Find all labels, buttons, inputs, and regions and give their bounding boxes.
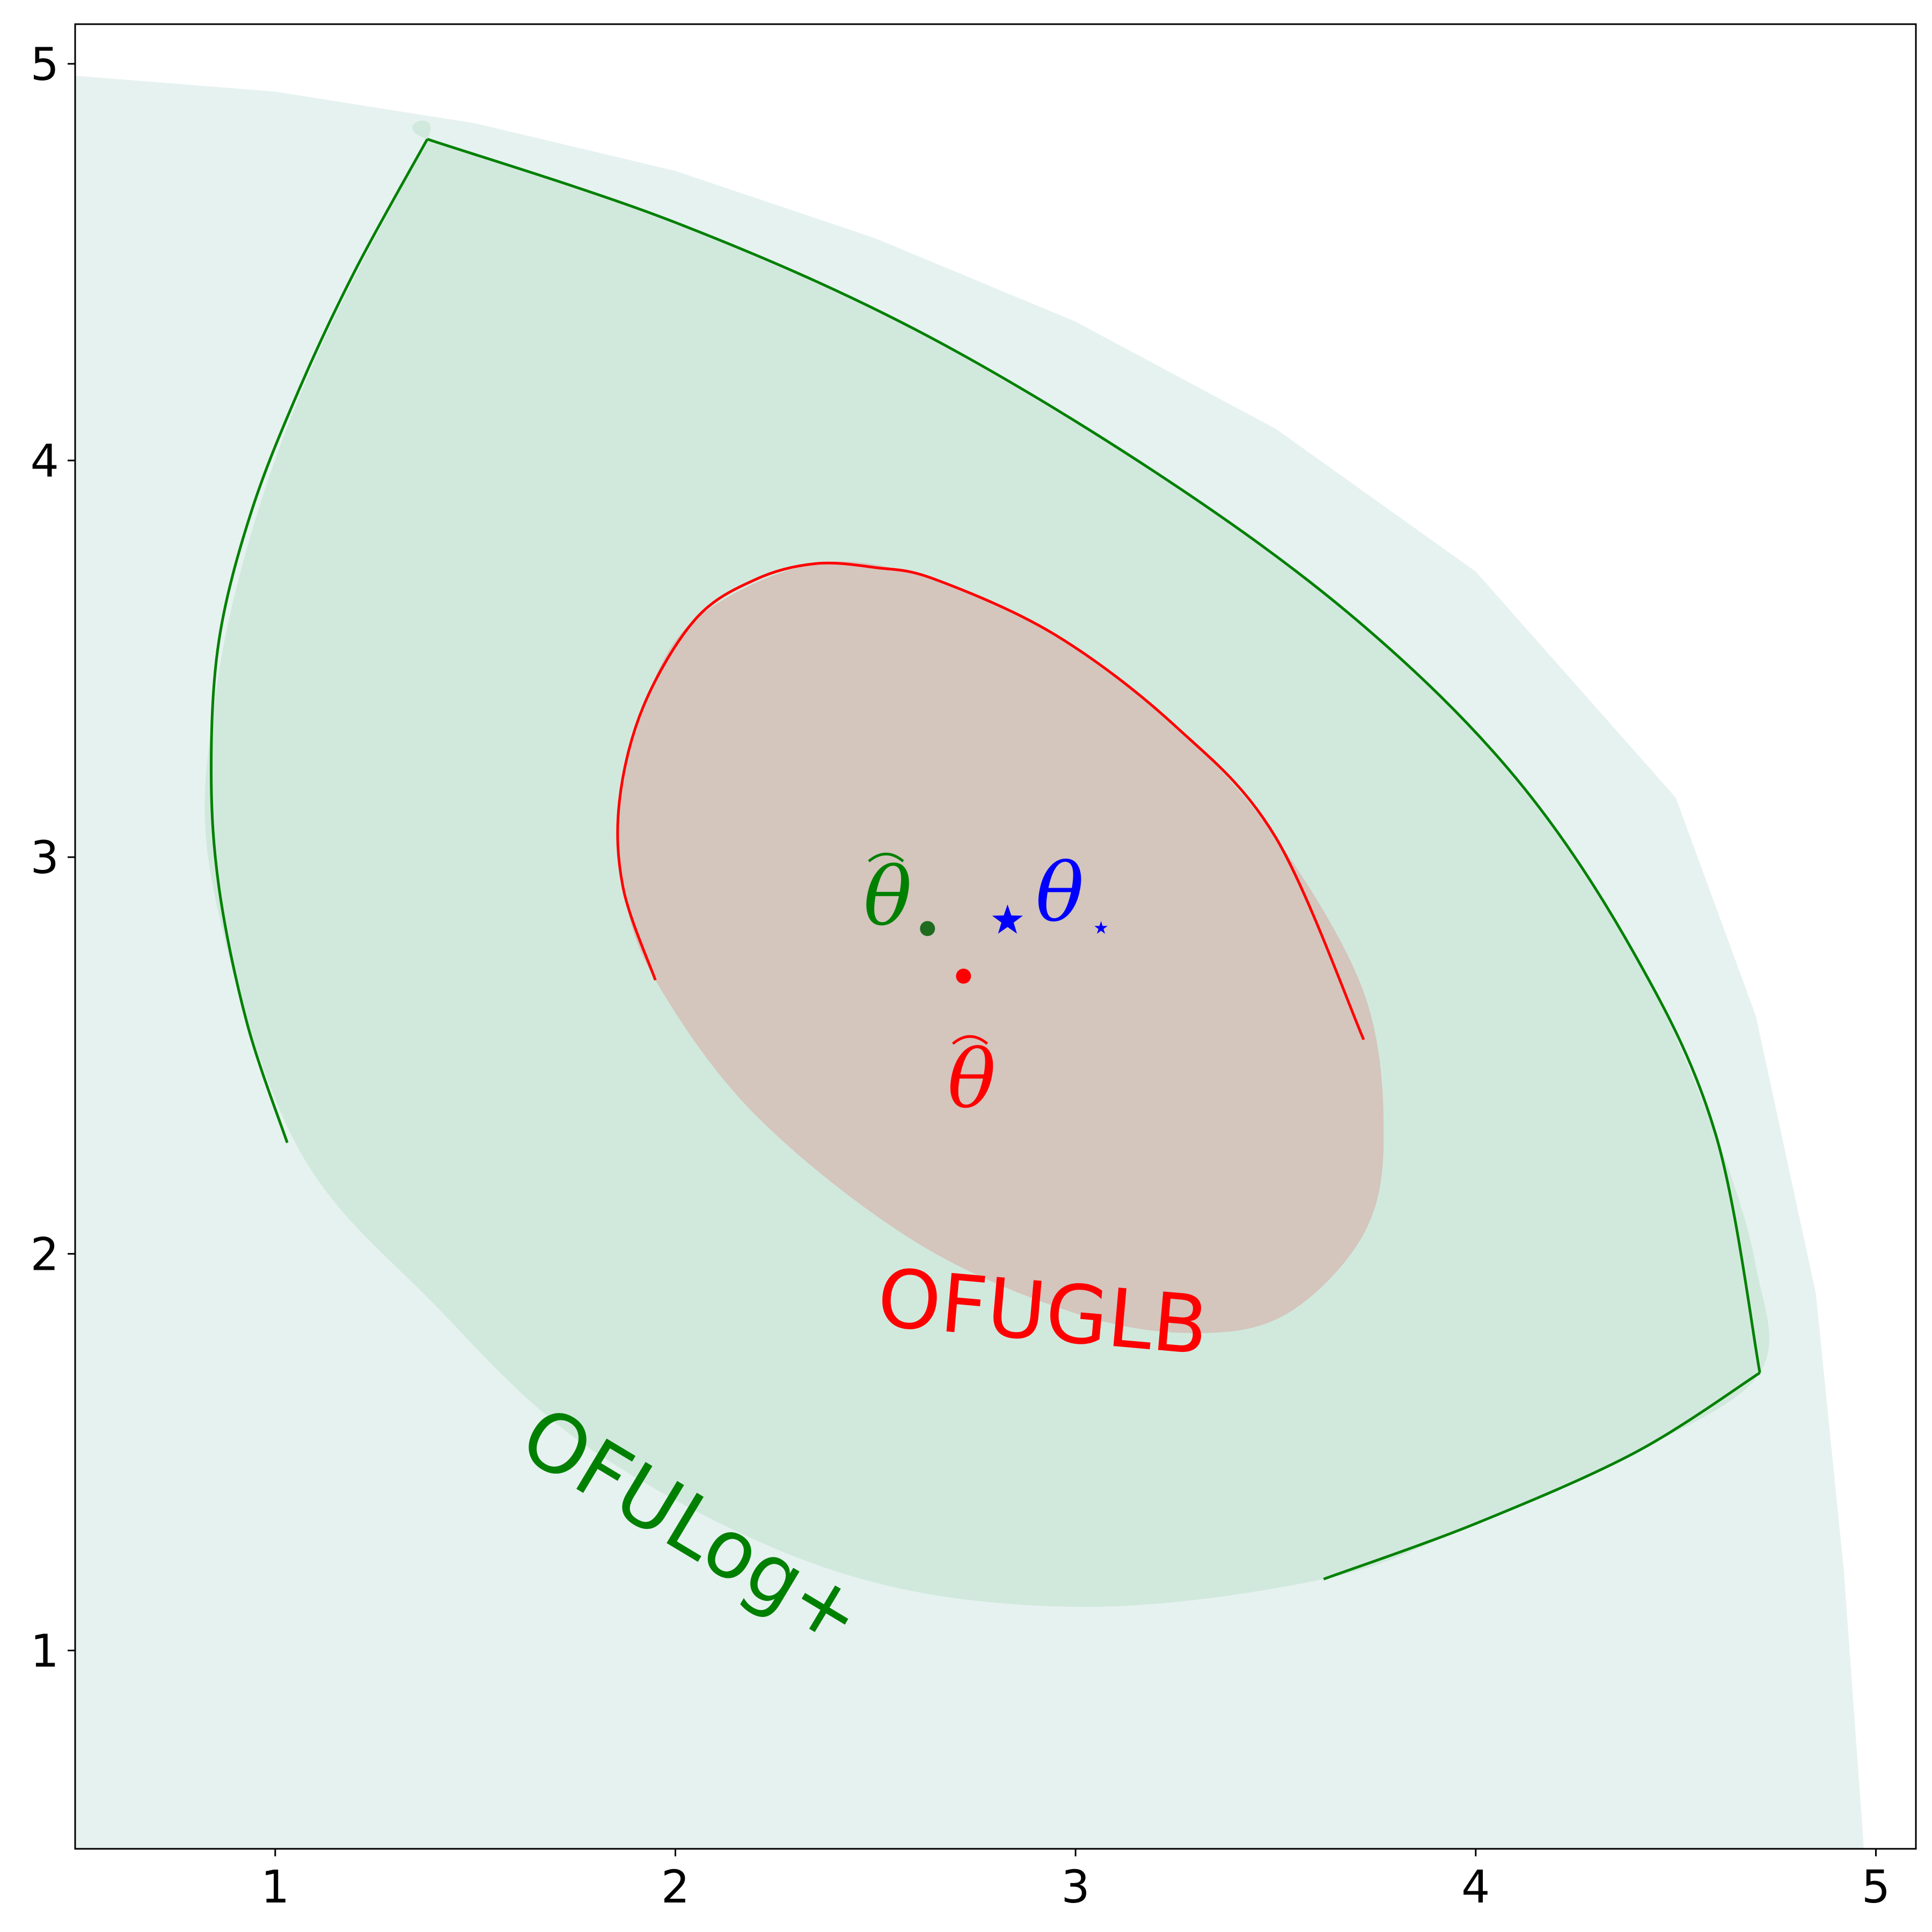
ofulog-plus-boundary	[1323, 1371, 1761, 1580]
ofuglb-region	[617, 561, 1384, 1334]
y-tick-label: 2	[31, 1228, 59, 1280]
x-tick-label: 5	[1862, 1861, 1890, 1913]
ofulog-plus-boundary	[209, 138, 429, 1144]
axes-frame	[74, 23, 1917, 1850]
y-tick-label: 3	[31, 831, 59, 884]
theta-hat-label: θ	[948, 1033, 996, 1126]
ofulog-plus-boundary	[427, 137, 1761, 1373]
theta-hat-ofuglb-marker	[956, 968, 971, 984]
y-axis: 1 2 3 4 5	[31, 38, 75, 1677]
theta-star-marker	[992, 904, 1023, 934]
x-tick-label: 1	[261, 1861, 289, 1913]
y-tick-label: 4	[31, 435, 59, 487]
x-axis: 1 2 3 4 5	[261, 1849, 1890, 1913]
theta-hat-ofulog-marker	[920, 921, 935, 936]
hat-accent	[952, 1035, 989, 1045]
boundaries-layer	[209, 137, 1761, 1580]
x-tick-label: 4	[1461, 1861, 1490, 1913]
points-layer	[920, 904, 1023, 984]
regions-layer	[75, 76, 1864, 1849]
y-tick-label: 5	[31, 38, 59, 91]
ofuglb-boundary	[616, 561, 1365, 1041]
x-tick-label: 2	[661, 1861, 690, 1913]
hat-accent	[868, 852, 904, 862]
subscript-star	[1094, 921, 1108, 934]
theta-hat-label: θ	[863, 851, 912, 944]
y-tick-label: 1	[31, 1624, 59, 1677]
theta-star-label: θ	[1036, 846, 1084, 940]
x-tick-label: 3	[1061, 1861, 1089, 1913]
